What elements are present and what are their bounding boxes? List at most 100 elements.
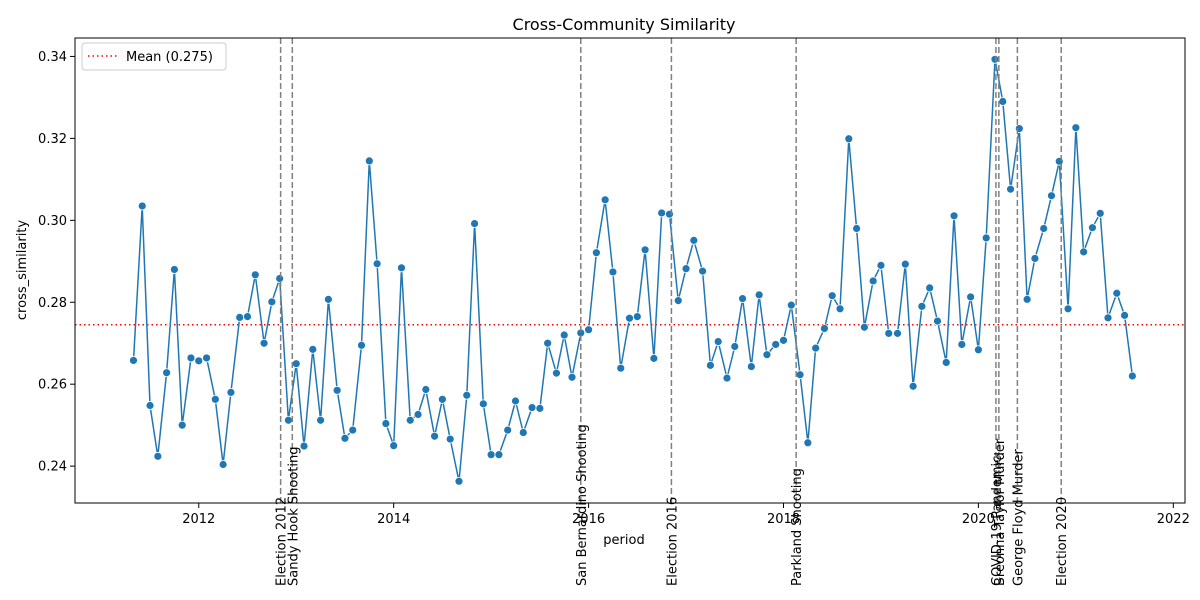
data-point [625,313,634,323]
data-point [194,356,204,366]
data-point [511,396,520,406]
x-tick-label: 2020 [962,512,995,527]
x-axis: 2012 2014 2016 2018 2020 2022 [182,503,1190,527]
data-point [1079,247,1089,257]
data-point [486,450,496,460]
data-point [665,209,674,219]
data-point [186,353,196,363]
data-point [1063,304,1073,314]
data-point [275,274,285,283]
data-point [640,245,650,255]
data-point [827,291,837,301]
data-point [713,337,723,346]
x-tick-label: 2014 [377,512,410,527]
data-point [145,401,155,410]
data-point [1127,371,1137,381]
data-point [1014,124,1024,133]
data-point [308,344,318,354]
data-point [998,97,1008,106]
data-point [933,316,942,326]
event-label: San Bernardino Shooting [575,424,590,586]
data-point [226,387,236,397]
event-label: Election 2012 [275,497,290,586]
data-point [1088,223,1097,233]
data-point [632,312,642,321]
data-point [405,415,415,425]
data-point [1120,310,1129,320]
data-point [762,350,772,360]
data-point [973,345,983,355]
data-point [348,425,358,435]
data-point [584,325,593,335]
y-axis-label: cross_similarity [15,220,30,320]
data-point [1047,191,1056,201]
data-point [210,394,220,404]
data-point [535,403,545,413]
data-point [852,224,861,233]
y-tick-label: 0.28 [38,296,67,311]
data-point [835,304,845,314]
data-point [698,266,708,276]
data-point [1103,313,1113,323]
event-label: Breonna Taylor Murder [993,438,1008,586]
data-point [543,338,553,348]
data-point [893,328,902,338]
data-point [340,433,350,443]
data-point [445,434,455,444]
data-point [1022,294,1032,304]
data-point [503,425,513,435]
x-tick-label: 2016 [572,512,605,527]
legend-box [81,42,227,71]
chart-title: Cross-Community Similarity [513,15,736,34]
event-label: Sandy Hook Shooting [286,447,301,586]
data-point [235,313,245,322]
data-point [981,233,991,243]
data-point [1071,123,1081,133]
x-tick-label: 2022 [1157,512,1190,527]
data-point [162,368,172,378]
data-point [250,270,260,280]
data-point [859,322,869,332]
data-point [591,248,601,258]
data-point [364,156,374,166]
data-point [917,301,927,311]
data-point [1112,288,1122,298]
data-point [966,292,976,302]
data-point [738,294,747,303]
data-point [844,134,854,144]
data-point [559,330,569,340]
x-axis-label: period [603,533,644,548]
data-point [908,381,918,391]
data-point [413,410,423,419]
y-tick-label: 0.34 [38,50,67,65]
data-point [673,296,683,306]
legend: Mean (0.275) [81,42,227,71]
data-point [811,343,821,353]
data-point [900,259,910,269]
data-point [820,324,829,333]
data-point [552,368,561,378]
data-point [332,385,342,395]
data-point [153,451,163,461]
data-point [137,201,147,211]
data-point [1095,208,1105,218]
event-label: Parkland Shooting [790,468,805,586]
data-point [381,419,391,428]
data-point [705,360,715,370]
data-point [372,259,382,269]
data-point [876,260,886,270]
data-point [941,358,951,367]
data-point [1030,254,1040,263]
data-point [949,211,959,221]
data-point [129,356,138,365]
data-point [438,394,447,404]
data-point [657,208,667,218]
plot-frame [74,37,1186,504]
data-point [323,294,333,304]
data-point [1006,184,1015,194]
data-point [730,342,740,351]
data-point [243,312,252,321]
y-tick-label: 0.32 [38,132,67,147]
